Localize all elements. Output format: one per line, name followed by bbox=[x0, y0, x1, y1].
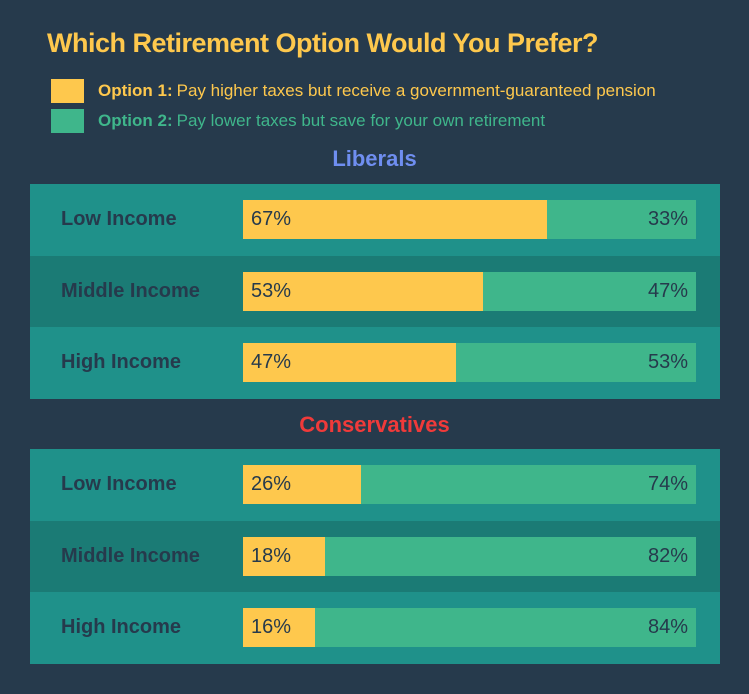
legend-option-1: Option 1: Pay higher taxes but receive a… bbox=[51, 79, 656, 103]
bar-row: Middle Income 18% 82% bbox=[30, 520, 720, 592]
legend-swatch-option-2 bbox=[51, 109, 84, 133]
bar-segment-option-2 bbox=[324, 536, 696, 576]
category-label: Middle Income bbox=[61, 279, 200, 302]
stacked-bar: 26% 74% bbox=[243, 465, 696, 504]
category-label: High Income bbox=[61, 351, 182, 373]
bar-segment-option-1 bbox=[243, 536, 325, 576]
bar-row: Low Income 26% 74% bbox=[30, 449, 720, 521]
stacked-bar: 53% 47% bbox=[243, 271, 696, 311]
bar-segment-option-2 bbox=[483, 271, 696, 311]
data-label-option-1: 53% bbox=[251, 279, 292, 302]
legend-key: Option 1: bbox=[98, 81, 173, 100]
category-label: Low Income bbox=[61, 208, 177, 230]
data-label-option-1: 26% bbox=[251, 473, 292, 495]
data-label-option-1: 67% bbox=[251, 208, 292, 230]
legend-text: Pay lower taxes but save for your own re… bbox=[176, 111, 546, 130]
data-label-option-2: 47% bbox=[647, 279, 688, 302]
data-label-option-1: 16% bbox=[251, 616, 292, 638]
bar-row: High Income 47% 53% bbox=[30, 327, 720, 399]
category-label: Middle Income bbox=[61, 544, 200, 567]
data-label-option-2: 53% bbox=[647, 351, 688, 373]
bar-row: Low Income 67% 33% bbox=[30, 184, 720, 256]
group-panel: Low Income 67% 33% Middle Income 53% 47% High … bbox=[30, 184, 720, 399]
bar-segment-option-1 bbox=[243, 608, 316, 647]
data-label-option-2: 84% bbox=[647, 616, 688, 638]
data-label-option-2: 74% bbox=[647, 473, 688, 495]
category-label: High Income bbox=[61, 616, 182, 638]
bar-segment-option-1 bbox=[243, 200, 547, 239]
stacked-bar: 18% 82% bbox=[243, 536, 696, 576]
bar-segment-option-1 bbox=[243, 465, 361, 504]
bar-segment-option-1 bbox=[243, 271, 484, 311]
group-title: Conservatives bbox=[299, 412, 450, 437]
group-title: Liberals bbox=[332, 146, 417, 171]
category-label: Low Income bbox=[61, 473, 177, 495]
legend-swatch-option-1 bbox=[51, 79, 84, 103]
bar-segment-option-2 bbox=[360, 465, 696, 504]
stacked-bar: 47% 53% bbox=[243, 343, 696, 382]
data-label-option-1: 47% bbox=[251, 351, 292, 373]
bar-segment-option-2 bbox=[315, 608, 696, 647]
legend-key: Option 2: bbox=[98, 111, 173, 130]
data-label-option-2: 33% bbox=[647, 208, 688, 230]
chart-title: Which Retirement Option Would You Prefer… bbox=[47, 28, 599, 58]
bar-segment-option-2 bbox=[546, 200, 696, 239]
bar-segment-option-1 bbox=[243, 343, 456, 382]
data-label-option-1: 18% bbox=[251, 544, 292, 567]
bar-row: High Income 16% 84% bbox=[30, 592, 720, 664]
group-panel: Low Income 26% 74% Middle Income 18% 82% High … bbox=[30, 449, 720, 664]
stacked-bar: 67% 33% bbox=[243, 200, 696, 239]
legend-option-2: Option 2: Pay lower taxes but save for y… bbox=[51, 109, 545, 133]
legend-text: Pay higher taxes but receive a governmen… bbox=[176, 81, 656, 100]
bar-row: Middle Income 53% 47% bbox=[30, 255, 720, 327]
bar-segment-option-2 bbox=[455, 343, 696, 382]
data-label-option-2: 82% bbox=[647, 544, 688, 567]
stacked-bar: 16% 84% bbox=[243, 608, 696, 647]
